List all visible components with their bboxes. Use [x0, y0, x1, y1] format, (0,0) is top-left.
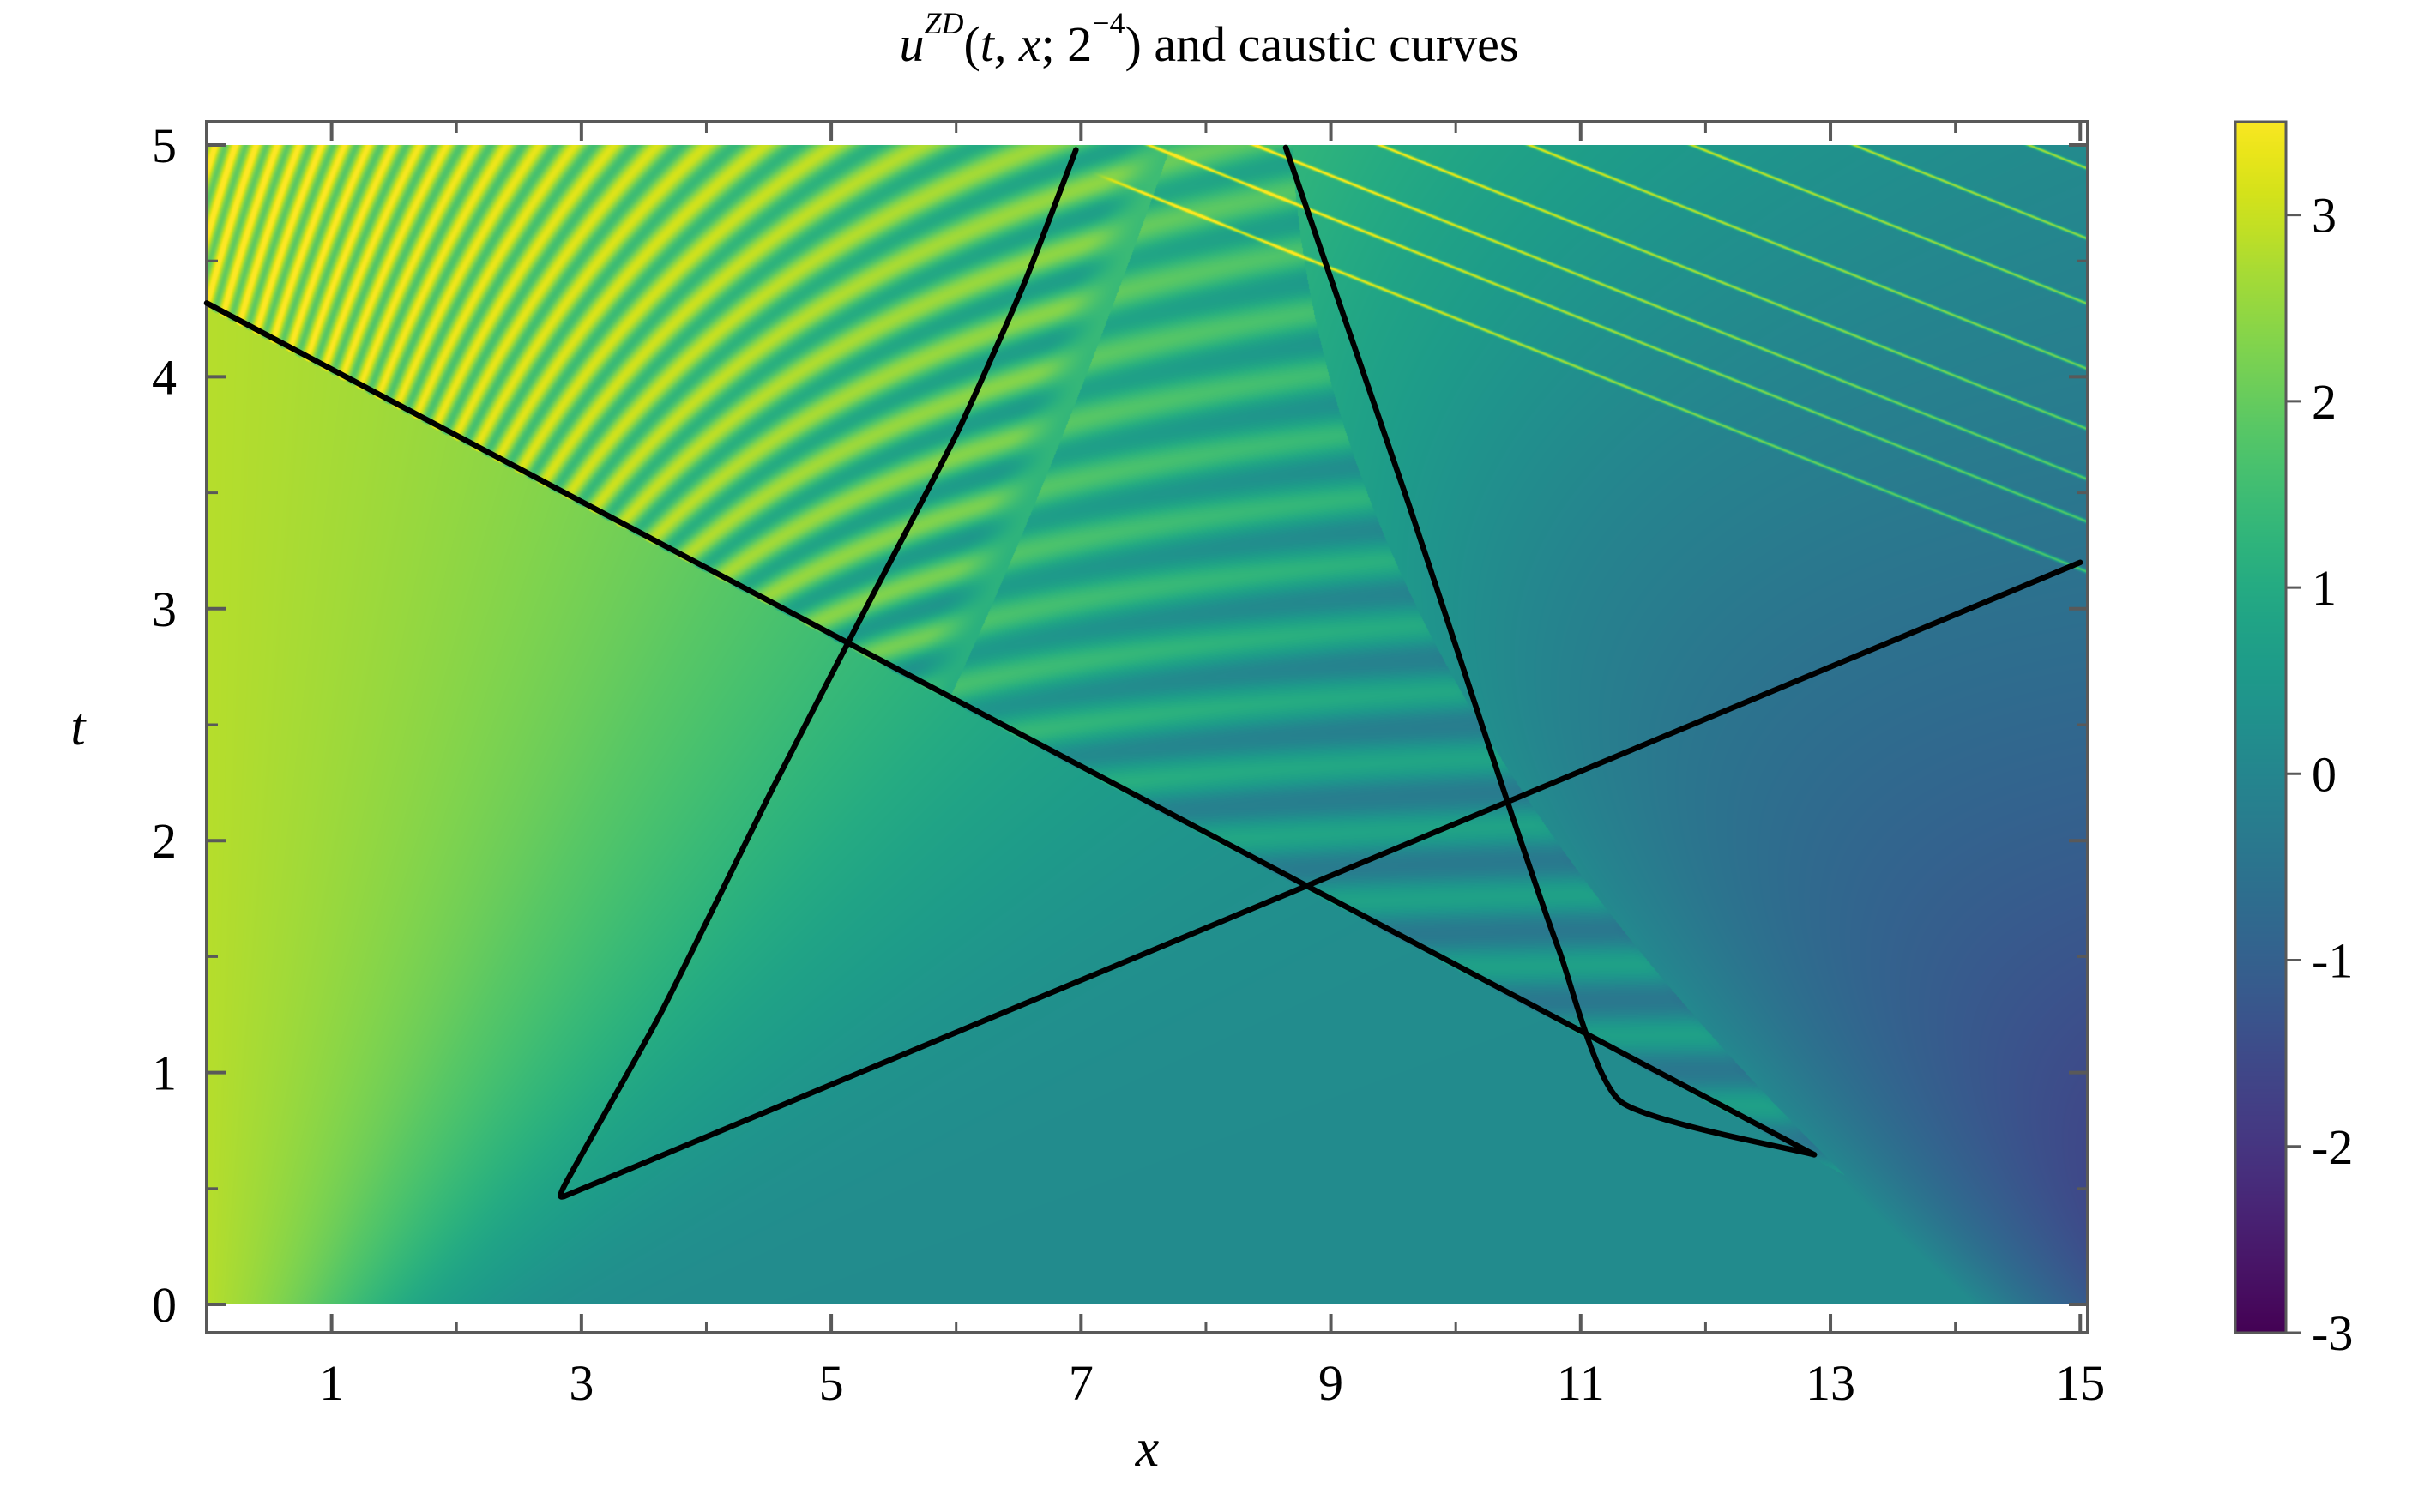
- svg-text:13: 13: [1806, 1355, 1855, 1411]
- svg-text:11: 11: [1557, 1355, 1605, 1411]
- svg-text:15: 15: [2055, 1355, 2105, 1411]
- svg-text:3: 3: [569, 1355, 594, 1411]
- svg-text:-3: -3: [2312, 1305, 2353, 1361]
- svg-text:4: 4: [152, 349, 177, 405]
- svg-text:5: 5: [152, 117, 177, 173]
- svg-text:-2: -2: [2312, 1119, 2353, 1175]
- svg-text:2: 2: [152, 813, 177, 869]
- svg-text:5: 5: [819, 1355, 844, 1411]
- svg-text:3: 3: [2312, 188, 2337, 244]
- svg-text:1: 1: [152, 1045, 177, 1101]
- svg-text:2: 2: [2312, 374, 2337, 430]
- svg-text:0: 0: [2312, 746, 2337, 802]
- svg-text:x: x: [1135, 1419, 1160, 1478]
- svg-text:0: 0: [152, 1277, 177, 1333]
- svg-text:t: t: [70, 698, 87, 756]
- svg-text:9: 9: [1318, 1355, 1343, 1411]
- svg-text:1: 1: [319, 1355, 344, 1411]
- svg-text:7: 7: [1069, 1355, 1094, 1411]
- svg-text:-1: -1: [2312, 933, 2353, 989]
- svg-text:3: 3: [152, 581, 177, 637]
- svg-text:1: 1: [2312, 560, 2337, 616]
